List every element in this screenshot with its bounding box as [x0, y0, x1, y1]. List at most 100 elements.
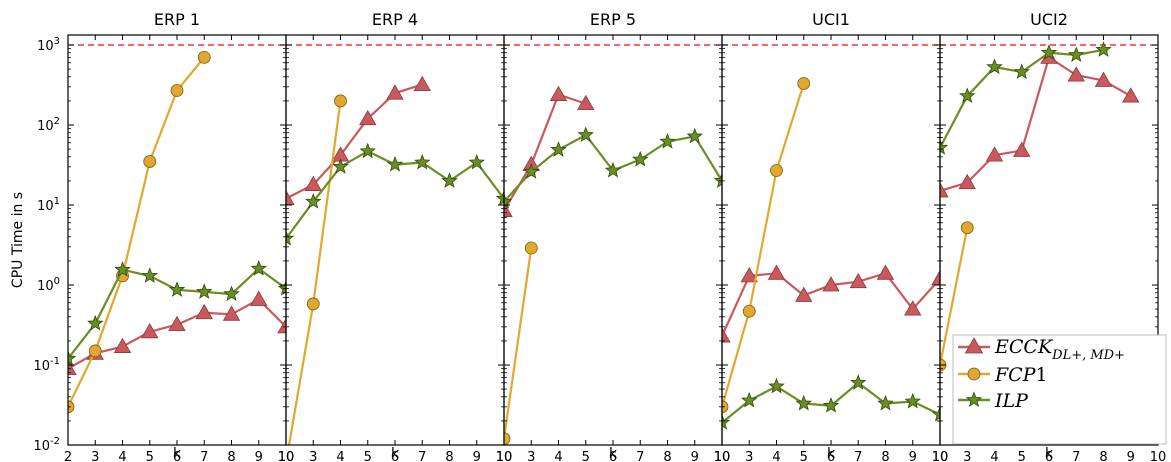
data-point-ilp: [604, 161, 622, 178]
data-point-ecck: [876, 264, 895, 280]
panel-5: UCI2 10 3 4 5 6 7 8 9 10 k: [932, 10, 1167, 462]
x-tick-label: 7: [1072, 450, 1080, 462]
data-point-ecck: [822, 276, 840, 292]
data-point-ecck: [277, 318, 286, 334]
data-point-ecck: [985, 146, 1004, 162]
x-tick-label: 4: [118, 450, 126, 462]
series-line-fcp1: [287, 100, 342, 445]
x-tick-label: 10: [714, 450, 731, 462]
data-point-ilp: [986, 58, 1003, 75]
x-tick-label: 7: [200, 450, 208, 462]
x-tick-label: 10: [932, 450, 949, 462]
data-point-ilp: [441, 172, 458, 188]
x-tick-label: 4: [990, 450, 998, 462]
x-axis-label: k: [391, 446, 400, 462]
data-point-fcp1: [524, 241, 538, 255]
data-point-fcp1: [143, 155, 157, 168]
data-point-fcp1: [306, 297, 320, 311]
x-tick-label: 3: [745, 450, 753, 462]
x-tick-label: 6: [173, 450, 181, 462]
data-point-ilp: [168, 281, 186, 297]
panels: ERP 12 3 4 5 6 7 8 9 10k10-210-1100101102103ERP …: [33, 10, 1166, 462]
star-marker-icon: [965, 391, 983, 407]
data-point-ecck: [304, 175, 322, 191]
data-point-ilp: [286, 230, 295, 246]
data-point-ecck: [849, 272, 867, 289]
data-point-ilp: [332, 158, 349, 174]
series-line-ecck: [940, 55, 1132, 192]
data-point-ilp: [632, 150, 649, 167]
data-point-ilp: [659, 132, 676, 149]
x-tick-label: 8: [1099, 450, 1107, 462]
panel-title: ERP 1: [154, 10, 200, 29]
panel-3: ERP 5 10 3 4 5 6 7 8 9 10 k: [496, 10, 731, 462]
data-point-ecck: [940, 182, 949, 198]
data-point-ecck: [577, 94, 595, 111]
x-tick-label: 9: [909, 450, 917, 462]
data-point-ilp: [359, 142, 376, 159]
series-line-fcp1: [722, 83, 805, 408]
x-tick-label: 10: [714, 450, 731, 462]
series-line-fcp1: [68, 56, 206, 408]
data-point-ilp: [904, 392, 921, 409]
data-point-ecck: [722, 327, 731, 343]
data-point-ilp: [931, 405, 940, 422]
data-point-fcp1: [504, 432, 511, 445]
x-tick-label: 5: [800, 450, 808, 462]
series-line-ecck: [286, 83, 423, 200]
x-tick-label: 8: [881, 450, 889, 462]
data-point-ecck: [904, 300, 922, 316]
data-point-ecck: [795, 286, 813, 302]
triangle-marker-icon: [964, 337, 984, 354]
data-point-ilp: [877, 394, 894, 411]
x-axis-label: k: [1045, 446, 1054, 462]
data-point-ecck: [931, 269, 940, 286]
x-tick-label: 8: [663, 450, 671, 462]
data-point-ilp: [141, 267, 158, 283]
data-point-ilp: [722, 414, 731, 430]
y-tick-label: 100: [37, 276, 60, 294]
data-point-ecck: [359, 109, 377, 126]
series-line-fcp1: [940, 227, 969, 366]
legend-box: [952, 334, 1167, 445]
data-point-ilp: [68, 350, 77, 366]
data-point-ecck: [1122, 87, 1140, 103]
legend-label-ilp: ILP: [994, 390, 1029, 412]
data-point-ilp: [250, 260, 267, 276]
data-point-ilp: [305, 193, 322, 209]
panel-1-series: [68, 50, 286, 414]
data-point-ecck: [740, 267, 758, 283]
x-tick-label: 5: [146, 450, 154, 462]
data-point-ilp: [959, 87, 976, 104]
data-point-ecck: [386, 84, 404, 100]
data-point-ecck: [68, 359, 77, 376]
legend-entry-fcp1: FCP1: [958, 364, 1048, 386]
panel-2: ERP 4 10 3 4 5 6 7 8 9 10 k: [278, 10, 513, 462]
x-tick-label: 3: [527, 450, 535, 462]
legend-label-fcp1: FCP1: [994, 364, 1048, 386]
data-point-ilp: [741, 391, 758, 408]
x-tick-label: 3: [963, 450, 971, 462]
x-tick-label: 9: [255, 450, 263, 462]
data-point-ilp: [87, 314, 104, 331]
data-point-fcp1: [797, 77, 811, 90]
panel-title: ERP 4: [372, 10, 418, 29]
panel-frame: [721, 34, 941, 446]
data-point-ecck: [250, 290, 268, 306]
data-point-ecck: [767, 264, 786, 280]
data-point-ecck: [141, 322, 159, 339]
y-tick-label: 103: [37, 36, 60, 54]
legend-label-fcp1-suffix: 1: [1036, 364, 1048, 386]
x-tick-label: 8: [445, 450, 453, 462]
data-point-ecck: [168, 315, 186, 331]
x-tick-label: 6: [827, 450, 835, 462]
x-tick-label: 9: [1127, 450, 1135, 462]
legend: ECCKDL+, MD+ FCP1 ILP: [952, 334, 1167, 445]
panel-4-series: [722, 77, 940, 430]
data-point-ecck: [195, 303, 213, 320]
data-point-ilp: [523, 163, 540, 179]
data-point-ilp: [713, 172, 722, 188]
data-point-ilp: [223, 285, 240, 302]
x-tick-label: 6: [609, 450, 617, 462]
